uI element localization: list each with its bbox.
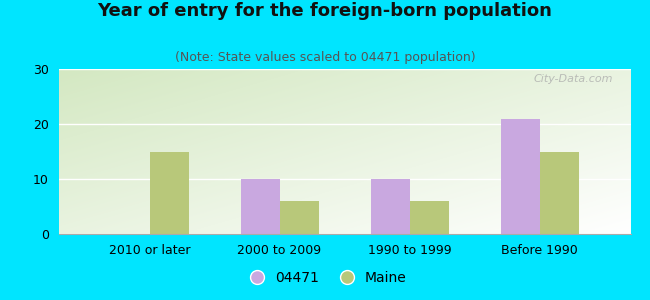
Text: City-Data.com: City-Data.com (534, 74, 614, 84)
Bar (540, 152, 578, 234)
Bar (410, 201, 448, 234)
Text: Year of entry for the foreign-born population: Year of entry for the foreign-born popul… (98, 2, 552, 20)
Bar (240, 179, 280, 234)
Bar (150, 152, 188, 234)
Text: (Note: State values scaled to 04471 population): (Note: State values scaled to 04471 popu… (175, 51, 475, 64)
Legend: 04471, Maine: 04471, Maine (238, 265, 412, 290)
Bar (280, 201, 318, 234)
Bar (370, 179, 410, 234)
Bar (500, 118, 540, 234)
